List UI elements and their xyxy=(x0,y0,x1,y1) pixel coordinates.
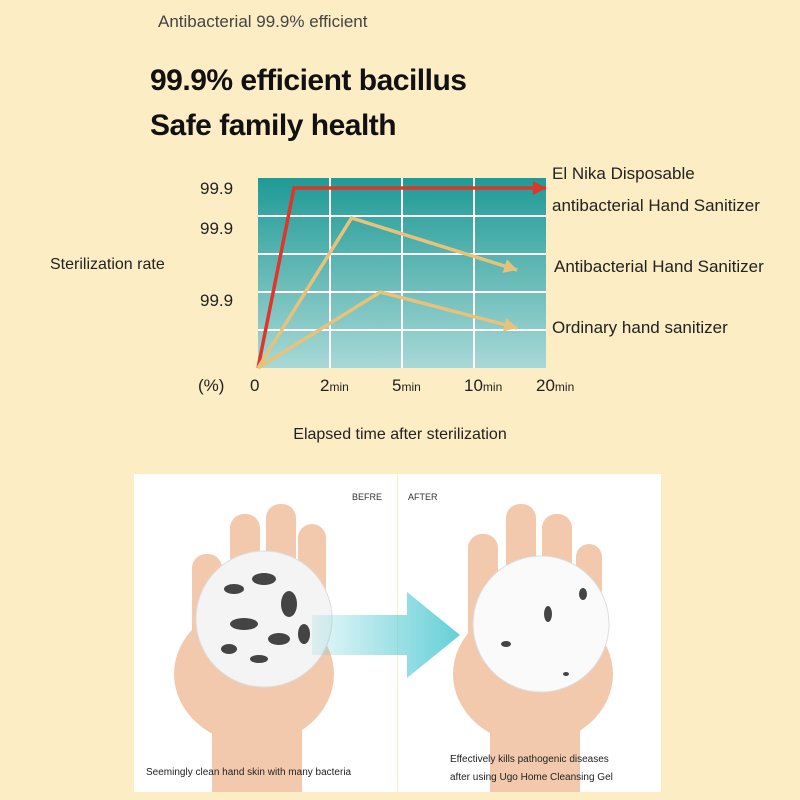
series-arrowhead xyxy=(502,259,518,273)
chart-area: 99.9 99.9 99.9 0 2min 5min 10min 20min (%) xyxy=(198,178,574,395)
series-line xyxy=(257,290,518,370)
legend-item-antibacterial: Antibacterial Hand Sanitizer xyxy=(554,257,764,276)
hand-after-illustration xyxy=(453,504,613,792)
headline-line-2: Safe family health xyxy=(150,109,397,142)
series-line xyxy=(256,215,518,369)
legend-label-line: antibacterial Hand Sanitizer xyxy=(552,196,760,215)
x-tick-label: 0 xyxy=(250,376,259,395)
after-caption-line: Effectively kills pathogenic diseases xyxy=(450,754,609,765)
photo-before: BEFRE Seemingly clean hand skin with man… xyxy=(134,474,397,792)
x-tick-label: 5min xyxy=(392,376,421,395)
y-tick-label: 99.9 xyxy=(200,179,233,198)
series-arrowhead xyxy=(533,181,546,195)
legend-item-ordinary: Ordinary hand sanitizer xyxy=(552,318,728,337)
headline-line-1: 99.9% efficient bacillus xyxy=(150,64,467,97)
hand-before-illustration xyxy=(174,504,334,792)
after-tag: AFTER xyxy=(408,492,438,502)
series-line xyxy=(256,186,546,369)
y-axis-label: Sterilization rate xyxy=(50,256,165,273)
y-tick-label: 99.9 xyxy=(200,219,233,238)
y-ticks: 99.9 99.9 99.9 xyxy=(200,179,233,310)
top-note: Antibacterial 99.9% efficient xyxy=(158,12,368,31)
y-unit-label: (%) xyxy=(198,376,224,395)
x-tick-label: 10min xyxy=(464,376,502,395)
before-tag: BEFRE xyxy=(352,492,383,502)
series-arrowhead xyxy=(502,317,518,332)
before-caption: Seemingly clean hand skin with many bact… xyxy=(146,767,352,778)
photo-after: AFTER Effectively kills pathogenic disea… xyxy=(398,474,661,792)
legend-item-el-nika: El Nika Disposable antibacterial Hand Sa… xyxy=(552,158,760,222)
x-tick-label: 20min xyxy=(536,376,574,395)
x-ticks: 0 2min 5min 10min 20min xyxy=(250,376,574,395)
legend-label-line: El Nika Disposable xyxy=(552,164,695,183)
bacteria-cluster-icon xyxy=(221,573,310,663)
few-bacteria-icon xyxy=(501,588,587,676)
series-lines xyxy=(256,181,546,370)
after-caption-line: after using Ugo Home Cleansing Gel xyxy=(450,772,613,783)
x-tick-label: 2min xyxy=(320,376,349,395)
after-caption: Effectively kills pathogenic diseases af… xyxy=(450,751,613,787)
before-after-arrow-icon xyxy=(312,592,460,678)
x-axis-label: Elapsed time after sterilization xyxy=(293,426,507,443)
y-tick-label: 99.9 xyxy=(200,291,233,310)
